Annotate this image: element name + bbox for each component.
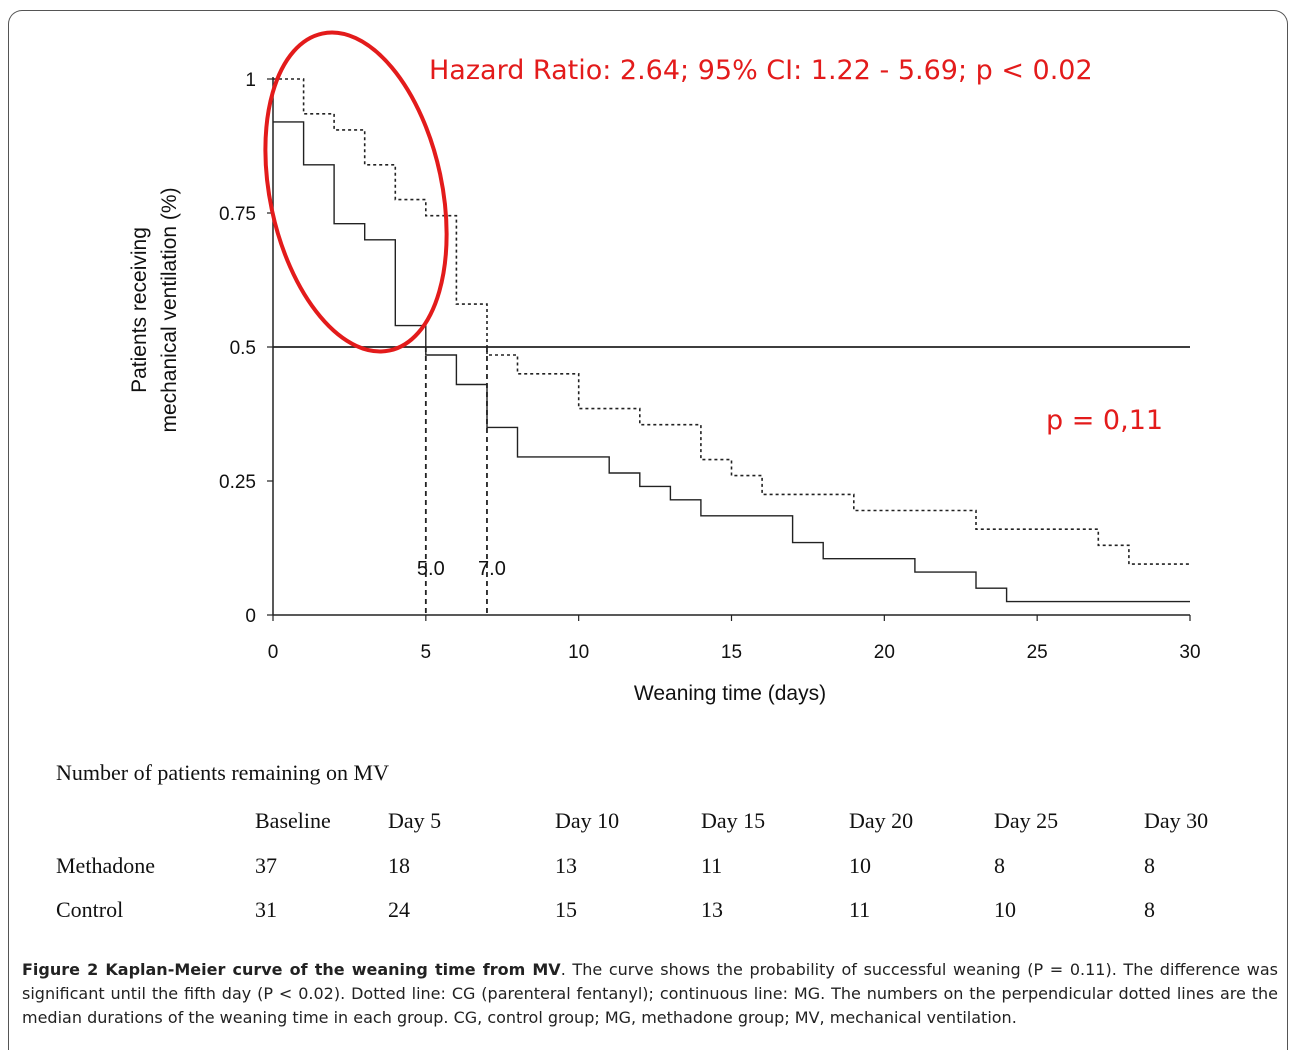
risk-cell: 8 bbox=[994, 853, 1005, 878]
risk-cell: 10 bbox=[849, 853, 871, 878]
median-lines-group: 5.0 7.0 bbox=[417, 347, 506, 615]
risk-row-label: Methadone bbox=[56, 853, 155, 878]
risk-cell: 11 bbox=[701, 853, 723, 878]
risk-cell: 24 bbox=[388, 897, 410, 922]
caption-text: . The curve shows the probability of suc… bbox=[22, 960, 1278, 1027]
highlight-ellipse bbox=[263, 30, 449, 354]
risk-col-header: Day 25 bbox=[994, 808, 1059, 833]
risk-col-header: Day 10 bbox=[555, 808, 620, 833]
median-label: 5.0 bbox=[417, 558, 445, 580]
x-tick-label: 30 bbox=[1179, 642, 1200, 663]
y-tick-label: 0.25 bbox=[219, 472, 256, 493]
median-label: 7.0 bbox=[478, 558, 506, 580]
x-axis-title: Weaning time (days) bbox=[634, 682, 826, 705]
figure-frame bbox=[8, 10, 1288, 1050]
risk-cell: 8 bbox=[1144, 897, 1155, 922]
y-tick-label: 0.75 bbox=[219, 204, 256, 225]
risk-col-header: Day 15 bbox=[701, 808, 766, 833]
risk-table-title: Number of patients remaining on MV bbox=[56, 760, 389, 785]
x-tick-label: 10 bbox=[568, 642, 589, 663]
control-group-curve bbox=[273, 78, 1190, 565]
hazard-ratio-annotation: Hazard Ratio: 2.64; 95% CI: 1.22 - 5.69;… bbox=[429, 55, 1093, 86]
risk-col-header: Baseline bbox=[255, 808, 331, 833]
caption-title: Figure 2 Kaplan-Meier curve of the weani… bbox=[22, 960, 561, 979]
risk-cell: 15 bbox=[555, 897, 577, 922]
risk-cell: 13 bbox=[701, 897, 723, 922]
risk-cell: 31 bbox=[255, 897, 277, 922]
risk-cell: 13 bbox=[555, 853, 577, 878]
y-axis-title-line-2: mechanical ventilation (%) bbox=[158, 187, 181, 432]
p-value-annotation: p = 0,11 bbox=[1046, 405, 1163, 436]
y-tick-label: 0 bbox=[245, 606, 256, 627]
x-tick-label: 20 bbox=[874, 642, 895, 663]
figure-caption: Figure 2 Kaplan-Meier curve of the weani… bbox=[22, 958, 1278, 1030]
x-tick-label: 0 bbox=[268, 642, 279, 663]
risk-cell: 37 bbox=[255, 853, 277, 878]
risk-row-label: Control bbox=[56, 897, 124, 922]
series-group bbox=[273, 78, 1190, 603]
x-tick-label: 15 bbox=[721, 642, 742, 663]
risk-cell: 18 bbox=[388, 853, 410, 878]
y-tick-label: 0.5 bbox=[230, 338, 256, 359]
risk-cell: 10 bbox=[994, 897, 1016, 922]
risk-cell: 11 bbox=[849, 897, 871, 922]
risk-cell: 8 bbox=[1144, 853, 1155, 878]
risk-col-header: Day 30 bbox=[1144, 808, 1209, 833]
x-tick-label: 25 bbox=[1027, 642, 1048, 663]
y-tick-label: 1 bbox=[245, 70, 256, 91]
y-axis-title-line-1: Patients receiving bbox=[128, 227, 151, 393]
kaplan-meier-chart: 0 5 10 15 20 25 30 0 0.25 0.5 0.75 1 5.0 7.0 Hazard … bbox=[128, 30, 1201, 705]
methadone-group-curve bbox=[273, 121, 1190, 603]
risk-col-header: Day 5 bbox=[388, 808, 442, 833]
chart-axes: 0 5 10 15 20 25 30 0 0.25 0.5 0.75 1 bbox=[219, 70, 1201, 663]
x-tick-label: 5 bbox=[421, 642, 432, 663]
risk-col-header: Day 20 bbox=[849, 808, 914, 833]
